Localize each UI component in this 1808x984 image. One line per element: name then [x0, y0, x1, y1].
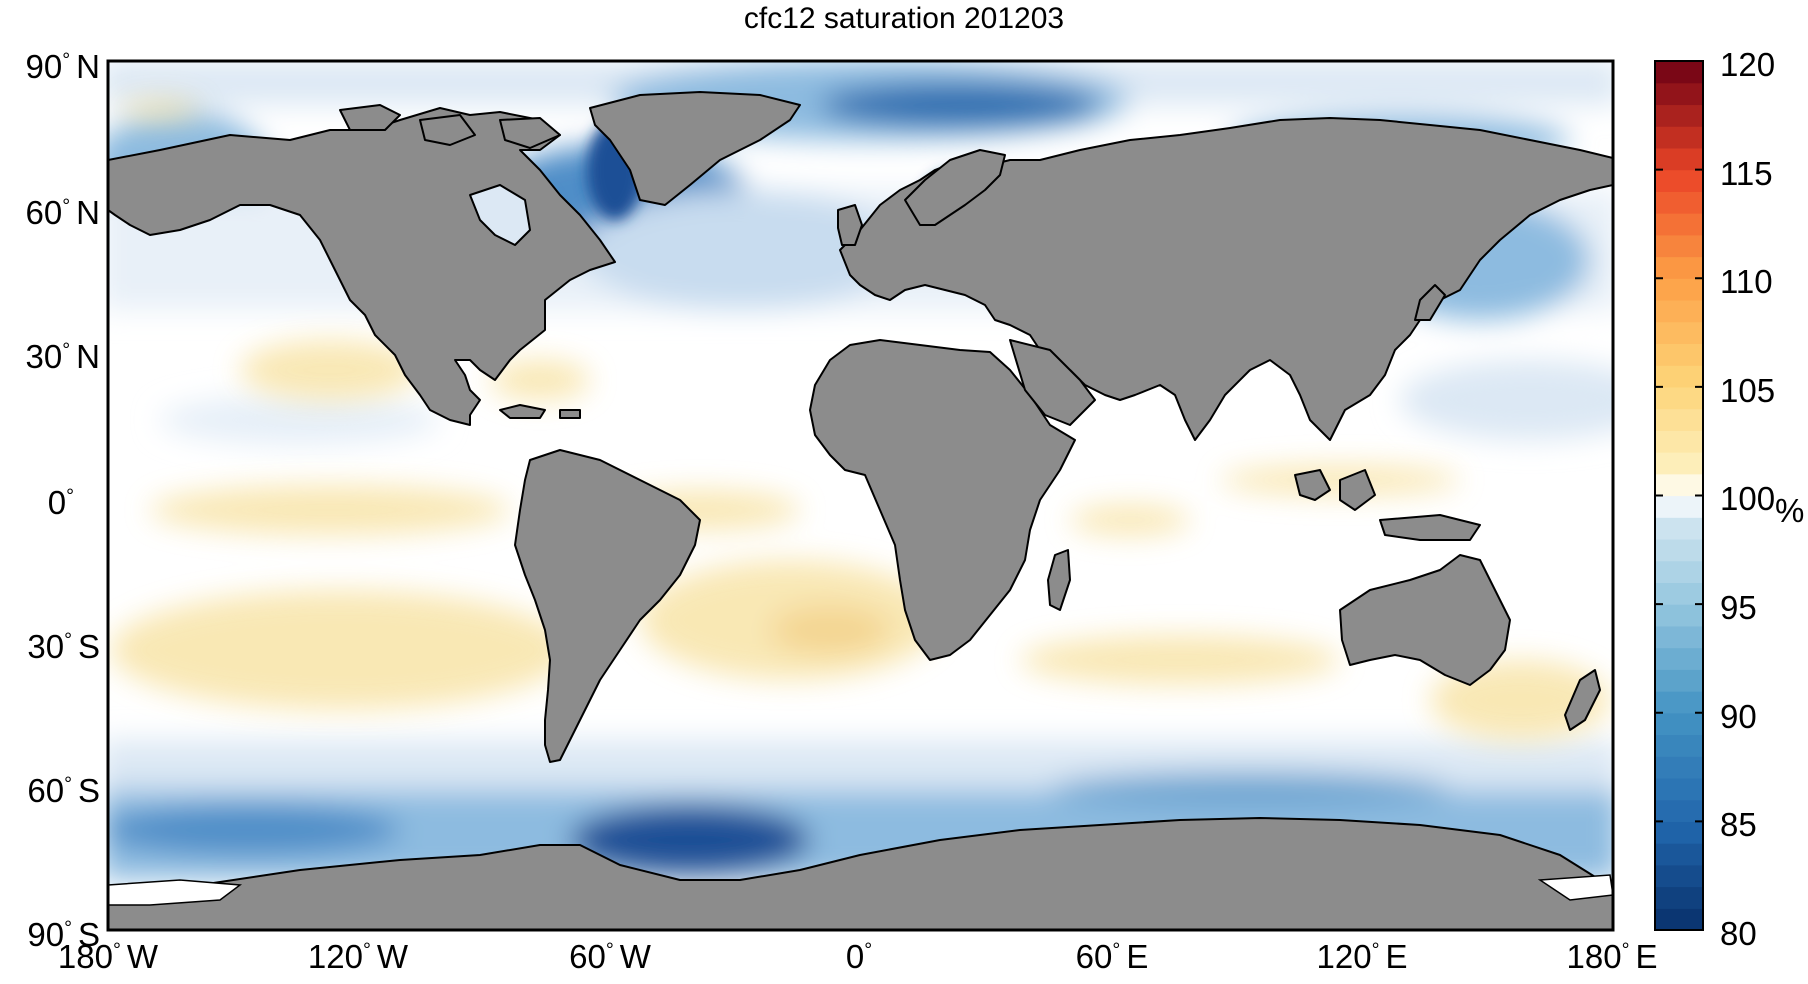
lon-label-60e: 60° E: [1075, 938, 1149, 975]
lat-label-30s: 30° S: [27, 628, 100, 665]
colorbar-segment: [1655, 343, 1703, 366]
map-title: cfc12 saturation 201203: [743, 2, 1065, 35]
colorbar-segment: [1655, 256, 1703, 279]
colorbar-tick-100: 100: [1720, 480, 1776, 517]
colorbar-segment: [1655, 647, 1703, 670]
colorbar-segment: [1655, 126, 1703, 149]
north-america-landmass: [108, 107, 616, 426]
colorbar-segment: [1655, 625, 1703, 649]
colorbar-segment: [1655, 299, 1703, 323]
africa-landmass: [809, 339, 1076, 661]
colorbar-segment: [1655, 430, 1703, 453]
colorbar-segment: [1655, 104, 1703, 127]
colorbar-segment: [1655, 756, 1703, 779]
colorbar-tick-95: 95: [1720, 589, 1757, 626]
colorbar-segment: [1655, 473, 1703, 497]
colorbar-tick-90: 90: [1720, 698, 1757, 735]
colorbar-segment: [1655, 886, 1703, 909]
colorbar: [1655, 60, 1703, 931]
greenland-landmass: [589, 91, 801, 206]
colorbar-unit-label: %: [1775, 492, 1805, 529]
colorbar-tick-80: 80: [1720, 915, 1757, 952]
map-frame: [106, 59, 1615, 932]
colorbar-segment: [1655, 734, 1703, 757]
colorbar-segment: [1655, 864, 1703, 888]
lat-label-30n: 30° N: [25, 338, 100, 375]
ocean-field: [108, 61, 1613, 930]
land-masses: [108, 91, 1613, 930]
colorbar-tick-115: 115: [1720, 155, 1773, 192]
colorbar-segment: [1655, 712, 1703, 736]
colorbar-segment: [1655, 169, 1703, 192]
colorbar-segment: [1655, 278, 1703, 301]
colorbar-tick-110: 110: [1720, 263, 1773, 300]
lon-label-120w: 120° W: [307, 938, 409, 975]
colorbar-segment: [1655, 147, 1703, 171]
colorbar-segment: [1655, 452, 1703, 475]
colorbar-segment: [1655, 604, 1703, 627]
lat-label-90s: 90° S: [27, 916, 100, 953]
colorbar-segment: [1655, 495, 1703, 518]
colorbar-segment: [1655, 538, 1703, 562]
colorbar-tick-85: 85: [1720, 806, 1757, 843]
colorbar-segment: [1655, 213, 1703, 236]
lon-label-180e: 180° E: [1566, 938, 1658, 975]
colorbar-segment: [1655, 365, 1703, 388]
colorbar-segment: [1655, 321, 1703, 345]
lat-label-60n: 60° N: [25, 194, 100, 231]
colorbar-segment: [1655, 777, 1703, 801]
colorbar-frame: [1654, 60, 1704, 931]
colorbar-segment: [1655, 191, 1703, 214]
colorbar-segment: [1655, 560, 1703, 583]
colorbar-segment: [1655, 908, 1703, 931]
colorbar-tick-120: 120: [1720, 46, 1776, 83]
eurasia-landmass: [839, 117, 1613, 441]
lon-label-180w: 180° W: [57, 938, 159, 975]
lat-label-60s: 60° S: [27, 772, 100, 809]
lon-label-120e: 120° E: [1316, 938, 1408, 975]
colorbar-tick-105: 105: [1720, 372, 1776, 409]
colorbar-segment: [1655, 408, 1703, 431]
colorbar-segment: [1655, 82, 1703, 106]
colorbar-segment: [1655, 799, 1703, 822]
colorbar-segment: [1655, 691, 1703, 714]
colorbar-segment: [1655, 234, 1703, 258]
colorbar-segment: [1655, 386, 1703, 410]
colorbar-segment: [1655, 517, 1703, 540]
colorbar-segment: [1655, 821, 1703, 844]
colorbar-segment: [1655, 61, 1703, 84]
colorbar-segment: [1655, 669, 1703, 692]
colorbar-segment: [1655, 843, 1703, 866]
colorbar-segment: [1655, 582, 1703, 605]
south-america-landmass: [514, 449, 701, 763]
lon-label-0: 0°: [845, 938, 873, 975]
lat-label-0: 0°: [47, 484, 74, 521]
lon-label-60w: 60° W: [569, 938, 651, 975]
australia-landmass: [1339, 554, 1511, 686]
lat-label-90n: 90° N: [25, 48, 100, 85]
